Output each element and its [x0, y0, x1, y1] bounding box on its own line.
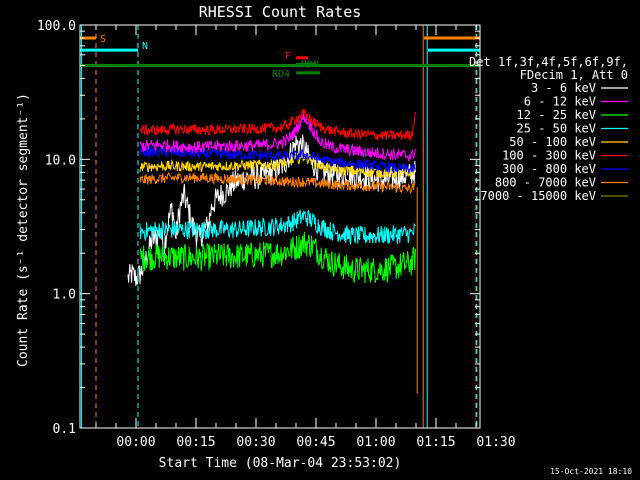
legend-entry-label: 6 - 12 keV — [524, 95, 596, 109]
x-tick-label: 00:15 — [176, 435, 215, 450]
y-tick-label: 1.0 — [53, 288, 76, 303]
series-line-3-6-kev — [127, 134, 416, 286]
legend-entry-label: 25 - 50 keV — [517, 122, 596, 136]
state-bar-label-rd0: RD0 — [301, 59, 319, 70]
series-line-50-100-kev — [139, 151, 416, 179]
x-tick-label: 01:30 — [476, 435, 515, 450]
legend-entry-label: 50 - 100 keV — [509, 135, 596, 149]
x-tick-label: 00:00 — [116, 435, 155, 450]
series-line-800-7000-kev — [139, 171, 416, 194]
legend: Det 1f,3f,4f,5f,6f,9f,FDecim 1, Att 03 -… — [469, 55, 628, 203]
legend-entry-label: 100 - 300 keV — [502, 149, 596, 163]
state-bar-label-n: N — [142, 41, 148, 52]
plot-area: S N F RD0 RD4 0.1 1.0 10.0 100.0 00:00 00:15 00:30 0… — [37, 19, 516, 450]
state-bar-label-s: S — [100, 34, 106, 45]
legend-entry-label: 3 - 6 keV — [531, 81, 596, 95]
y-tick-label: 10.0 — [45, 153, 76, 168]
legend-entry-label: 300 - 800 keV — [502, 162, 596, 176]
series-line-12-25-kev — [139, 231, 416, 284]
x-axis-label: Start Time (08-Mar-04 23:53:02) — [159, 456, 402, 471]
series-line-6-12-kev — [139, 111, 416, 162]
footer-timestamp: 15-Oct-2021 18:10 — [550, 467, 632, 476]
y-axis-label: Count Rate (s⁻¹ detector segment⁻¹) — [16, 93, 31, 367]
legend-header-line: Det 1f,3f,4f,5f,6f,9f, — [469, 55, 628, 69]
plot-frame — [79, 24, 481, 429]
x-tick-label: 00:30 — [236, 435, 275, 450]
legend-entry-label: 800 - 7000 keV — [495, 176, 596, 190]
x-tick-label: 00:45 — [296, 435, 335, 450]
series-line-300-800-kev — [139, 145, 416, 174]
state-bar-label-f: F — [285, 51, 291, 62]
x-tick-label: 01:00 — [356, 435, 395, 450]
y-tick-label: 100.0 — [37, 19, 76, 34]
legend-entry-label: 12 - 25 keV — [517, 108, 596, 122]
legend-entry-label: 7000 - 15000 keV — [480, 189, 596, 203]
series-line-100-300-kev — [139, 108, 416, 141]
series-line-25-50-kev — [139, 209, 416, 245]
chart-title: RHESSI Count Rates — [199, 3, 362, 21]
state-bar-label-rd4: RD4 — [272, 69, 290, 80]
legend-header-line: FDecim 1, Att 0 — [520, 68, 628, 82]
y-tick-label: 0.1 — [53, 422, 76, 437]
x-tick-label: 01:15 — [416, 435, 455, 450]
